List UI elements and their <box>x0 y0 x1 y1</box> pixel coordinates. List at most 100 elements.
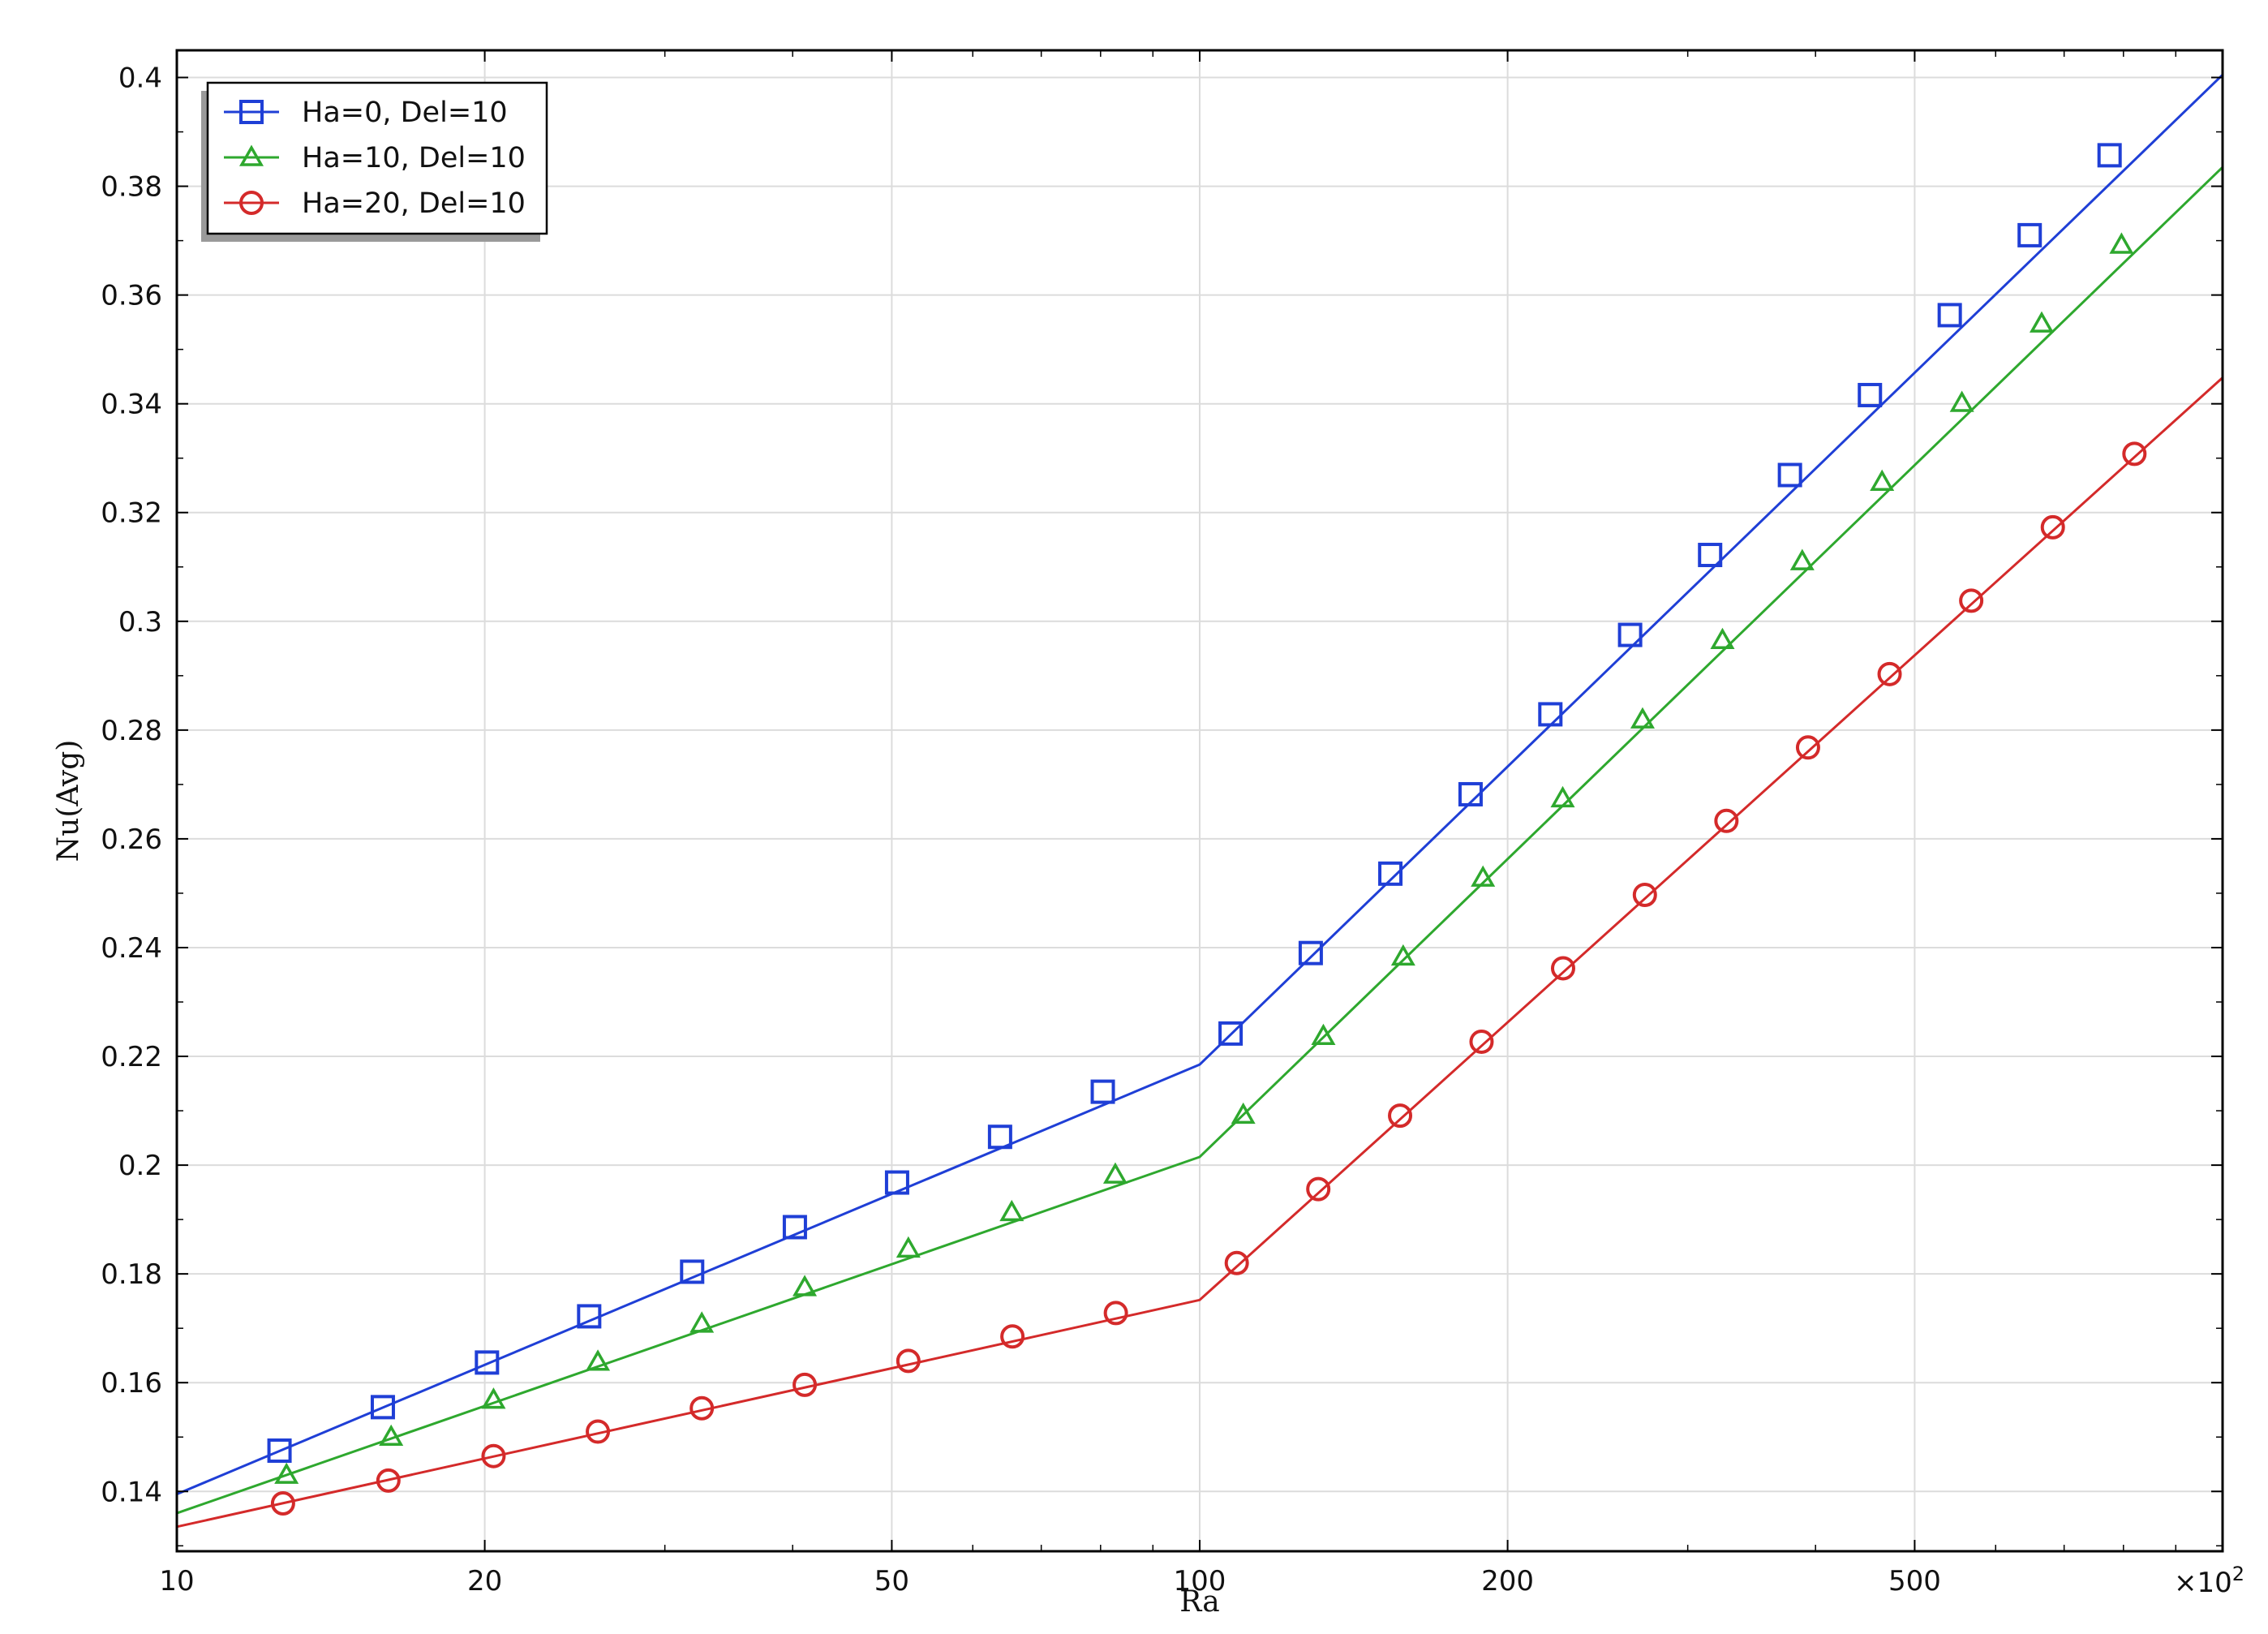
data-point-square <box>1538 702 1563 727</box>
grid <box>176 50 2223 1551</box>
data-point-circle <box>1550 956 1575 981</box>
data-point-triangle <box>1630 707 1655 729</box>
data-point-square <box>1777 462 1802 488</box>
x-tick-label: 100 <box>1174 1565 1226 1597</box>
data-point-triangle <box>1390 944 1415 966</box>
x-tick-label: 50 <box>874 1565 909 1597</box>
legend-label: Ha=20, Del=10 <box>302 187 526 220</box>
data-point-square <box>2017 222 2042 247</box>
x-axis-multiplier-base: ×10 <box>2174 1567 2232 1599</box>
data-point-circle <box>586 1419 611 1444</box>
data-point-triangle <box>793 1275 818 1296</box>
y-tick-label: 0.4 <box>118 62 162 95</box>
data-point-circle <box>1795 735 1820 760</box>
legend-item-2: Ha=10, Del=10 <box>224 142 526 174</box>
ticks: 10 20 50 100 200 500 0.14 0.16 0.18 0.2 0.22 0.24 0.… <box>101 50 2223 1597</box>
data-point-circle <box>2040 514 2065 540</box>
y-tick-label: 0.24 <box>101 932 162 965</box>
y-tick-label: 0.22 <box>101 1041 162 1073</box>
data-point-triangle <box>1550 785 1575 808</box>
series-layer <box>176 74 2224 1529</box>
data-point-square <box>239 100 264 124</box>
series-3 <box>176 376 2224 1529</box>
data-point-square <box>884 1170 909 1195</box>
data-point-triangle <box>689 1311 715 1333</box>
data-point-square <box>1858 382 1883 407</box>
legend-label: Ha=10, Del=10 <box>302 142 526 174</box>
y-tick-label: 0.36 <box>101 280 162 312</box>
series-line <box>176 376 2224 1529</box>
data-point-triangle <box>2109 232 2134 254</box>
data-point-circle <box>1632 882 1657 907</box>
data-point-circle <box>481 1443 506 1468</box>
data-point-circle <box>1000 1324 1025 1349</box>
data-point-triangle <box>1789 548 1815 570</box>
data-point-triangle <box>1102 1162 1128 1184</box>
data-point-square <box>1378 861 1403 886</box>
data-point-square <box>475 1350 500 1375</box>
x-axis-multiplier: ×102 <box>2174 1563 2244 1599</box>
data-point-square <box>1298 940 1323 965</box>
data-point-circle <box>2122 441 2147 467</box>
data-point-square <box>370 1395 395 1420</box>
data-point-circle <box>1714 808 1739 833</box>
data-point-square <box>1617 622 1643 647</box>
data-point-circle <box>1224 1250 1249 1275</box>
data-point-triangle <box>481 1387 506 1409</box>
data-point-triangle <box>1710 627 1735 650</box>
data-point-square <box>1218 1021 1244 1046</box>
x-axis-label: Ra <box>1179 1585 1219 1619</box>
data-point-triangle <box>2029 311 2055 333</box>
data-point-circle <box>896 1348 921 1374</box>
data-point-circle <box>1103 1301 1128 1326</box>
data-point-triangle <box>238 144 264 166</box>
y-tick-label: 0.38 <box>101 171 162 204</box>
x-tick-label: 10 <box>159 1565 194 1597</box>
data-point-square <box>680 1259 705 1284</box>
data-point-square <box>1937 303 1962 328</box>
legend-item-3: Ha=20, Del=10 <box>224 187 526 220</box>
data-point-circle <box>270 1491 295 1516</box>
y-tick-label: 0.26 <box>101 823 162 856</box>
data-point-circle <box>376 1468 401 1493</box>
data-point-triangle <box>379 1424 404 1446</box>
data-point-triangle <box>1231 1102 1256 1124</box>
x-axis-multiplier-exponent: 2 <box>2232 1563 2244 1585</box>
legend-label: Ha=0, Del=10 <box>302 97 508 129</box>
data-point-square <box>577 1304 602 1329</box>
data-point-circle <box>793 1372 818 1397</box>
data-point-circle <box>1469 1029 1494 1054</box>
data-point-triangle <box>586 1349 611 1371</box>
data-point-square <box>987 1124 1012 1150</box>
data-point-circle <box>1306 1176 1331 1202</box>
series-1 <box>176 74 2224 1495</box>
data-point-triangle <box>896 1236 921 1258</box>
y-tick-label: 0.16 <box>101 1367 162 1400</box>
data-point-square <box>2097 143 2122 168</box>
y-tick-label: 0.2 <box>118 1150 162 1182</box>
data-point-circle <box>1959 588 1984 613</box>
y-tick-label: 0.32 <box>101 497 162 530</box>
y-tick-label: 0.14 <box>101 1476 162 1508</box>
y-tick-label: 0.34 <box>101 389 162 421</box>
data-point-square <box>1698 543 1723 568</box>
series-line <box>176 166 2224 1515</box>
data-point-triangle <box>274 1462 299 1484</box>
x-tick-label: 20 <box>467 1565 502 1597</box>
y-tick-label: 0.3 <box>118 606 162 639</box>
data-point-circle <box>239 191 264 215</box>
data-point-square <box>267 1438 292 1463</box>
data-point-triangle <box>1870 469 1895 491</box>
data-point-square <box>1458 781 1483 806</box>
x-tick-label: 200 <box>1481 1565 1534 1597</box>
data-point-triangle <box>1311 1023 1336 1045</box>
x-tick-label: 500 <box>1888 1565 1941 1597</box>
y-tick-label: 0.18 <box>101 1258 162 1291</box>
legend-item-1: Ha=0, Del=10 <box>224 97 508 129</box>
y-axis-label: Nu(Avg) <box>52 740 85 862</box>
data-point-triangle <box>1471 865 1496 887</box>
data-point-triangle <box>999 1199 1024 1222</box>
data-point-square <box>782 1215 807 1240</box>
